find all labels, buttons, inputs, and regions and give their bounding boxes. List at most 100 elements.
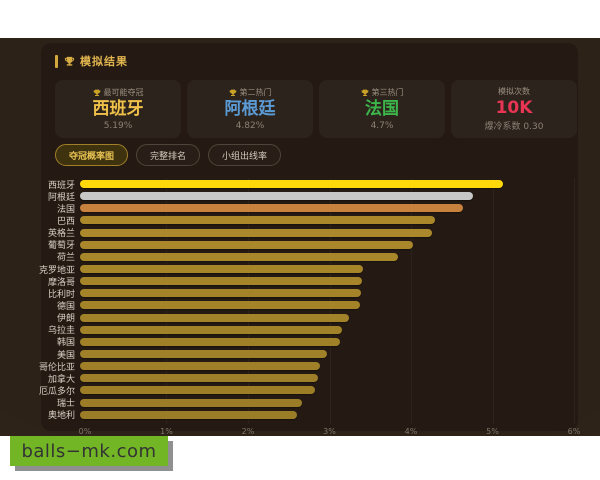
probability-bar: [80, 192, 473, 201]
stat-card: 模拟次数 10K 爆冷系数 0.30: [451, 80, 577, 138]
bar-track: [80, 313, 569, 322]
bar-track: [80, 228, 569, 237]
x-axis-tick: 6%: [567, 427, 581, 436]
tab-2[interactable]: 小组出线率: [208, 144, 282, 166]
country-label: 克罗地亚: [38, 265, 75, 276]
accent-bar: [55, 54, 58, 68]
probability-bar: [80, 398, 302, 407]
probability-bar: [80, 180, 503, 189]
bar-track: [80, 350, 569, 359]
country-label: 乌拉圭: [47, 326, 75, 337]
chart-row: 奥地利: [0, 409, 600, 421]
stat-card-label: 第三热门: [361, 87, 404, 98]
probability-bar: [80, 240, 413, 249]
bar-track: [80, 410, 569, 419]
country-label: 摩洛哥: [47, 277, 75, 288]
x-axis-tick: 1%: [160, 427, 173, 436]
bar-track: [80, 374, 569, 383]
country-label: 英格兰: [47, 229, 75, 240]
chart-row: 比利时: [0, 287, 600, 300]
tab-0[interactable]: 夺冠概率图: [55, 144, 129, 166]
gridline: [166, 178, 168, 424]
watermark-badge: balls−mk.com: [10, 436, 168, 466]
chart-row: 荷兰: [0, 251, 600, 263]
bar-track: [80, 180, 569, 189]
chart-row: 加拿大: [0, 372, 600, 385]
x-axis-tick: 4%: [404, 427, 418, 436]
stat-card-value: 阿根廷: [224, 99, 276, 120]
x-axis-tick: 0%: [78, 427, 92, 436]
probability-bar: [80, 228, 433, 237]
chart-row: 摩洛哥: [0, 275, 600, 288]
championship-probability-chart: 西班牙 阿根廷 法国 巴西 英格兰 葡萄牙 荷兰: [0, 178, 600, 436]
bar-track: [80, 362, 569, 371]
country-label: 韩国: [56, 338, 75, 349]
bar-track: [80, 386, 569, 395]
chart-rows: 西班牙 阿根廷 法国 巴西 英格兰 葡萄牙 荷兰: [0, 178, 600, 421]
stat-card-value: 西班牙: [92, 99, 144, 120]
country-label: 荷兰: [56, 253, 75, 264]
chart-row: 厄瓜多尔: [0, 384, 600, 397]
stat-card-sub: 4.7%: [370, 120, 394, 131]
country-label: 巴西: [56, 217, 75, 227]
country-label: 比利时: [47, 289, 75, 300]
chart-row: 瑞士: [0, 397, 600, 409]
chart-gridlines: [85, 178, 575, 424]
bar-track: [80, 337, 569, 346]
country-label: 伊朗: [56, 314, 75, 325]
section-header: 模拟结果: [55, 53, 128, 69]
stat-card-sub: 4.82%: [235, 120, 265, 131]
probability-bar: [80, 325, 342, 334]
stat-card-label-text: 第三热门: [371, 88, 404, 98]
tab-1[interactable]: 完整排名: [136, 144, 201, 166]
stat-card: 第二热门 阿根廷 4.82%: [187, 80, 313, 138]
probability-bar: [80, 265, 363, 274]
country-label: 阿根廷: [47, 192, 75, 203]
probability-bar: [80, 204, 464, 213]
bar-track: [80, 398, 569, 407]
country-label: 德国: [56, 301, 75, 312]
medal-icon: [229, 89, 236, 96]
probability-bar: [80, 374, 318, 383]
stat-card-label-text: 第二热门: [239, 88, 272, 98]
probability-bar: [80, 301, 361, 310]
bar-track: [80, 252, 569, 261]
country-label: 美国: [56, 350, 75, 361]
chart-row: 法国: [0, 202, 600, 215]
country-label: 葡萄牙: [47, 241, 75, 252]
bar-track: [80, 277, 569, 286]
probability-bar: [80, 362, 320, 371]
tab-bar: 夺冠概率图 完整排名 小组出线率: [55, 144, 282, 166]
bar-track: [80, 192, 569, 201]
medal-icon: [361, 89, 368, 96]
bar-track: [80, 204, 569, 213]
stat-cards-row: 最可能夺冠 西班牙 5.19% 第二热门 阿根廷 4.82% 第三热门 法国 4…: [55, 80, 577, 138]
x-axis-tick: 3%: [323, 427, 336, 436]
chart-row: 西班牙: [0, 178, 600, 191]
chart-row: 韩国: [0, 336, 600, 348]
chart-row: 德国: [0, 299, 600, 312]
stat-card-value: 法国: [365, 99, 399, 120]
chart-row: 克罗地亚: [0, 263, 600, 276]
country-label: 厄瓜多尔: [38, 386, 75, 397]
simulation-screen: 模拟结果 最可能夺冠 西班牙 5.19% 第二热门 阿根廷 4.82% 第三热门: [0, 38, 600, 436]
country-label: 加拿大: [47, 374, 75, 385]
gridline: [247, 178, 249, 424]
probability-bar: [80, 410, 297, 419]
bar-track: [80, 216, 569, 225]
bar-track: [80, 301, 569, 310]
probability-bar: [80, 313, 349, 322]
chart-row: 乌拉圭: [0, 324, 600, 336]
probability-bar: [80, 252, 398, 261]
x-axis-tick: 5%: [486, 427, 499, 436]
gridline: [574, 178, 575, 424]
gridline: [492, 178, 494, 424]
page-title: 模拟结果: [80, 55, 128, 68]
chart-row: 哥伦比亚: [0, 360, 600, 373]
medal-icon: [93, 89, 100, 96]
chart-row: 美国: [0, 348, 600, 361]
stat-card-label-text: 模拟次数: [498, 86, 530, 96]
bar-track: [80, 289, 569, 298]
x-axis: 0% 1% 2% 3% 4% 5% 6%: [79, 427, 581, 436]
